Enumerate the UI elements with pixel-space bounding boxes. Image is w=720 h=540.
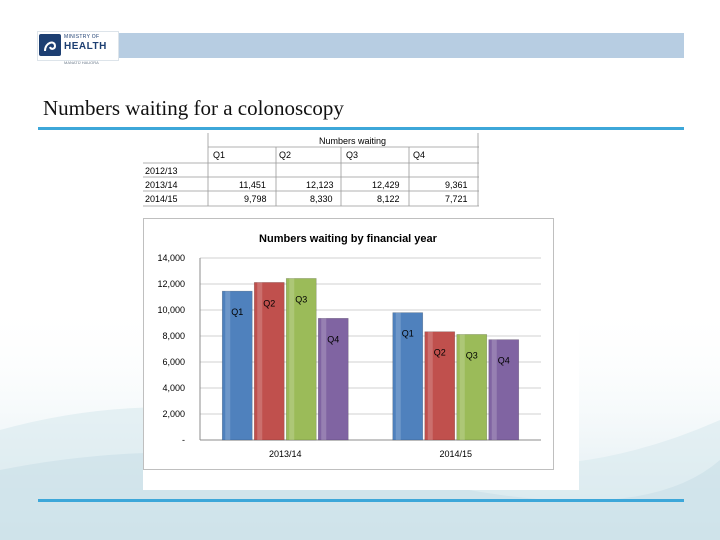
logo-text-ministry: MINISTRY OF — [64, 34, 100, 40]
table-title: Numbers waiting — [319, 136, 387, 146]
bar — [253, 282, 285, 441]
bar-highlight — [225, 291, 231, 440]
bar — [221, 290, 253, 441]
bar-highlight — [257, 282, 263, 440]
table-row-label: 2013/14 — [145, 180, 178, 190]
slide-title: Numbers waiting for a colonoscopy — [43, 96, 344, 120]
y-tick-label: 6,000 — [162, 357, 185, 367]
bar-series-label: Q1 — [402, 329, 414, 339]
table-cell: 9,798 — [244, 194, 267, 204]
footer-divider — [38, 499, 684, 502]
bar-highlight — [459, 334, 465, 440]
y-tick-label: 14,000 — [157, 253, 185, 263]
y-tick-label: 4,000 — [162, 383, 185, 393]
bar-series-label: Q2 — [434, 348, 446, 358]
bar-highlight — [427, 331, 433, 440]
table-row-label: 2012/13 — [145, 166, 178, 176]
bar-series-label: Q3 — [466, 350, 478, 360]
koru-logo-icon — [39, 34, 61, 56]
y-tick-label: 8,000 — [162, 331, 185, 341]
bar-highlight — [321, 318, 327, 440]
bar-highlight — [289, 278, 295, 440]
y-tick-label: 12,000 — [157, 279, 185, 289]
table-cell: 11,451 — [239, 180, 266, 190]
bar — [456, 334, 488, 441]
bar-series-label: Q4 — [327, 334, 339, 344]
bar-chart: Numbers waiting by financial year - 2,000… — [143, 218, 554, 470]
logo-text-health: HEALTH — [64, 41, 107, 52]
y-tick-label: 2,000 — [162, 409, 185, 419]
table-cell: 12,123 — [306, 180, 334, 190]
logo-text-maori: MANATŪ HAUORA — [64, 60, 99, 65]
header-bar — [118, 33, 684, 58]
y-tick-label: - — [182, 435, 185, 445]
bar-series-label: Q2 — [263, 298, 275, 308]
numbers-table: Numbers waiting Q1 Q2 Q3 Q4 2012/13 2013… — [143, 133, 479, 209]
table-cell: 12,429 — [372, 180, 400, 190]
bar — [285, 278, 317, 441]
bar — [488, 339, 520, 441]
x-category-label: 2014/15 — [439, 449, 472, 459]
table-col-header: Q2 — [279, 150, 292, 160]
table-cell: 8,330 — [310, 194, 333, 204]
table-col-header: Q4 — [413, 150, 426, 160]
table-col-header: Q3 — [346, 150, 359, 160]
ministry-logo: MINISTRY OF HEALTH MANATŪ HAUORA — [37, 31, 119, 65]
bar-highlight — [395, 312, 401, 440]
table-col-header: Q1 — [213, 150, 226, 160]
chart-title: Numbers waiting by financial year — [259, 233, 438, 245]
bar — [424, 331, 456, 441]
x-category-label: 2013/14 — [269, 449, 302, 459]
bar — [392, 312, 424, 441]
bar-series-label: Q4 — [498, 356, 510, 366]
table-row-label: 2014/15 — [145, 194, 178, 204]
bar — [317, 318, 349, 441]
y-tick-label: 10,000 — [157, 305, 185, 315]
bar-series-label: Q3 — [295, 294, 307, 304]
title-divider — [38, 127, 684, 130]
table-cell: 7,721 — [445, 194, 468, 204]
table-cell: 9,361 — [445, 180, 468, 190]
table-cell: 8,122 — [377, 194, 400, 204]
bar-highlight — [491, 339, 497, 440]
bar-series-label: Q1 — [231, 307, 243, 317]
table-grid — [143, 133, 479, 207]
